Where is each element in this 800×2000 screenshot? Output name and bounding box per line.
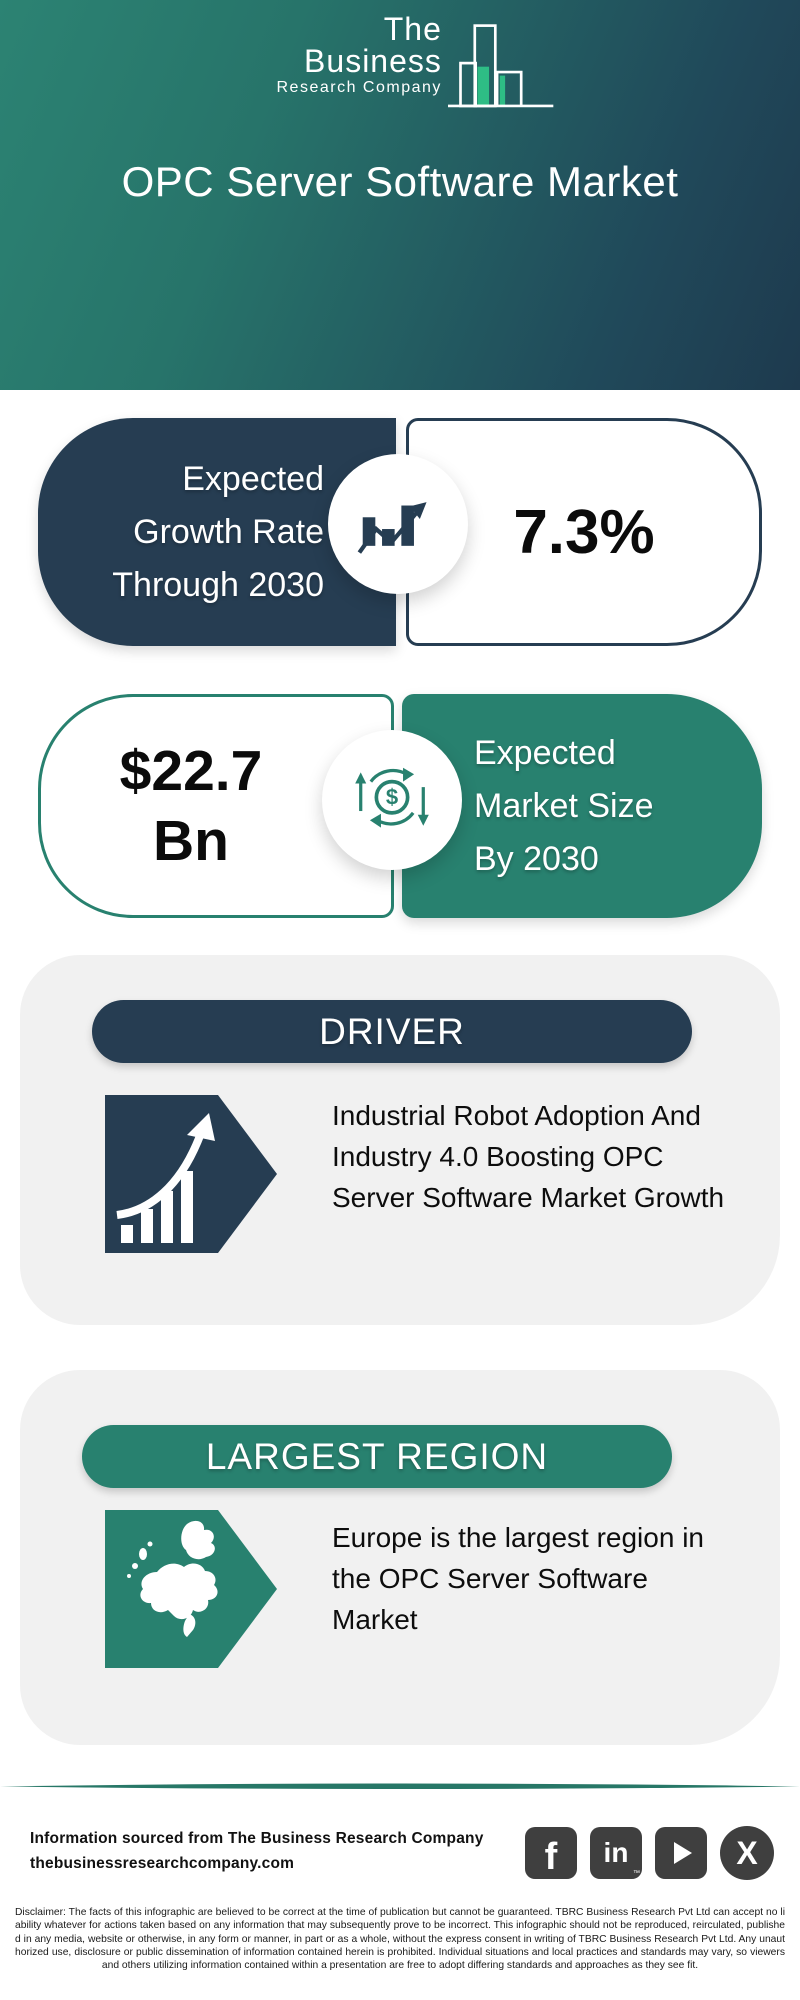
growth-arrow-bars-icon: [105, 1095, 277, 1253]
dollar-exchange-icon: $: [322, 730, 462, 870]
region-text-line2: the OPC Server Software: [332, 1563, 648, 1594]
market-size-value-line2: Bn: [153, 809, 229, 873]
market-size-label-panel: Expected Market Size By 2030: [402, 694, 762, 918]
website-link[interactable]: thebusinessresearchcompany.com: [30, 1855, 295, 1872]
logo-name-line1: The Business: [304, 11, 442, 79]
growth-label-line2: Growth Rate: [133, 512, 324, 551]
driver-section: DRIVER Industrial Robot Adoption And Ind…: [20, 955, 780, 1325]
driver-badge: DRIVER: [92, 1000, 692, 1063]
largest-region-badge-label: LARGEST REGION: [205, 1435, 549, 1477]
header-banner: The Business Research Company OPC Server…: [0, 0, 800, 390]
linkedin-trademark: ™: [633, 1870, 640, 1877]
linkedin-glyph: in: [603, 1837, 629, 1868]
page-title: OPC Server Software Market: [121, 158, 679, 205]
growth-rate-label-panel: Expected Growth Rate Through 2030: [38, 418, 396, 646]
largest-region-badge: LARGEST REGION: [82, 1425, 672, 1488]
driver-text: Industrial Robot Adoption And Industry 4…: [332, 1095, 724, 1218]
market-size-value: $22.7 Bn: [41, 736, 341, 876]
logo-bar-chart-icon: [447, 24, 554, 108]
youtube-play-glyph: [674, 1842, 692, 1864]
growth-trend-icon: [328, 454, 468, 594]
company-logo-text: The Business Research Company: [255, 13, 442, 110]
size-label-line1: Expected: [474, 733, 616, 772]
youtube-icon[interactable]: [655, 1827, 707, 1879]
europe-map-icon: [105, 1510, 277, 1668]
size-label-line3: By 2030: [474, 839, 599, 878]
driver-text-line2: Industry 4.0 Boosting OPC: [332, 1141, 664, 1172]
growth-label-line1: Expected: [182, 459, 324, 498]
social-links: f in ™ X: [525, 1826, 774, 1880]
source-text: Information sourced from The Business Re…: [30, 1830, 484, 1847]
largest-region-text: Europe is the largest region in the OPC …: [332, 1517, 704, 1640]
facebook-glyph: f: [544, 1835, 558, 1878]
footer-divider: [0, 1783, 800, 1789]
largest-region-section: LARGEST REGION Europe is the largest reg…: [20, 1370, 780, 1745]
linkedin-icon[interactable]: in ™: [590, 1827, 642, 1879]
dollar-sign-glyph: $: [386, 785, 398, 810]
logo-name-line2: Research Company: [276, 79, 442, 96]
growth-rate-value: 7.3%: [513, 497, 655, 567]
market-size-label: Expected Market Size By 2030: [402, 727, 654, 886]
region-text-line3: Market: [332, 1604, 418, 1635]
growth-label-line3: Through 2030: [112, 565, 324, 604]
market-size-value-line1: $22.7: [119, 739, 263, 803]
region-text-line1: Europe is the largest region in: [332, 1522, 704, 1553]
driver-text-line3: Server Software Market Growth: [332, 1182, 725, 1213]
company-logo: The Business Research Company: [255, 13, 555, 110]
size-label-line2: Market Size: [474, 786, 654, 825]
disclaimer-text: Disclaimer: The facts of this infographi…: [15, 1907, 785, 1972]
x-glyph: X: [736, 1834, 758, 1871]
facebook-icon[interactable]: f: [525, 1827, 577, 1879]
driver-text-line1: Industrial Robot Adoption And: [332, 1100, 701, 1131]
driver-badge-label: DRIVER: [319, 1010, 465, 1052]
x-twitter-icon[interactable]: X: [720, 1826, 774, 1880]
growth-rate-label: Expected Growth Rate Through 2030: [112, 453, 396, 612]
